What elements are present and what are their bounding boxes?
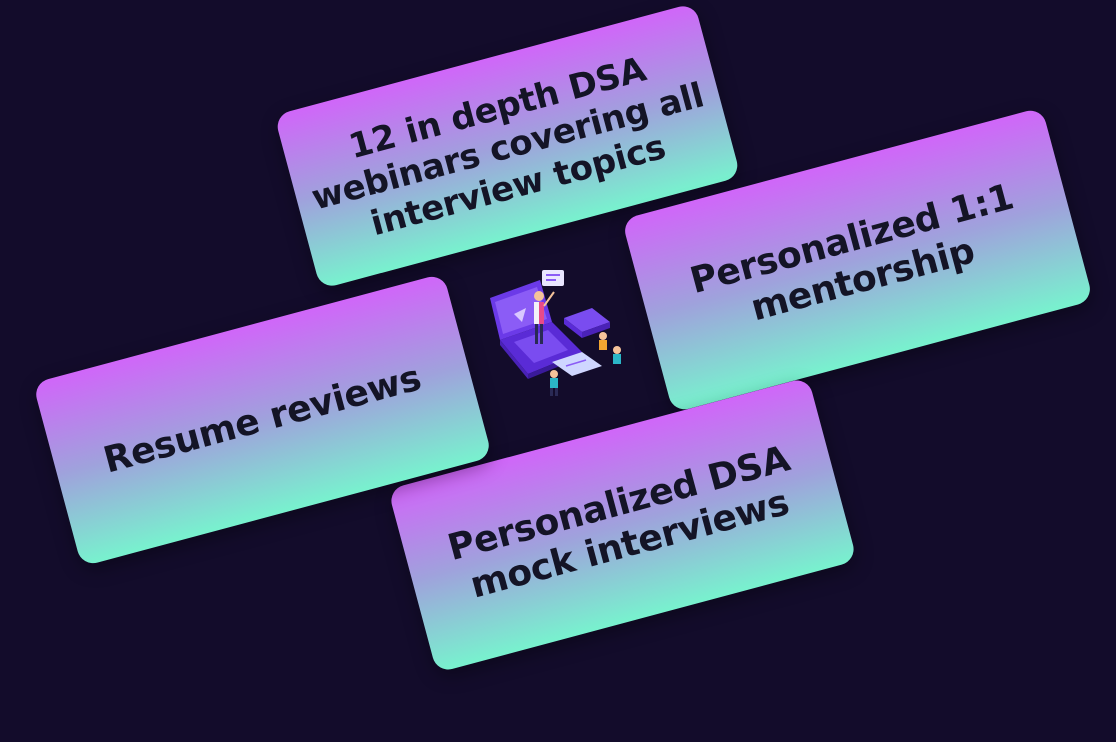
online-learning-illustration-icon xyxy=(490,270,621,396)
feature-card-mentorship-text: Personalized 1:1 mentorship xyxy=(685,175,1018,330)
feature-card-resume-reviews-text: Resume reviews xyxy=(99,357,426,482)
